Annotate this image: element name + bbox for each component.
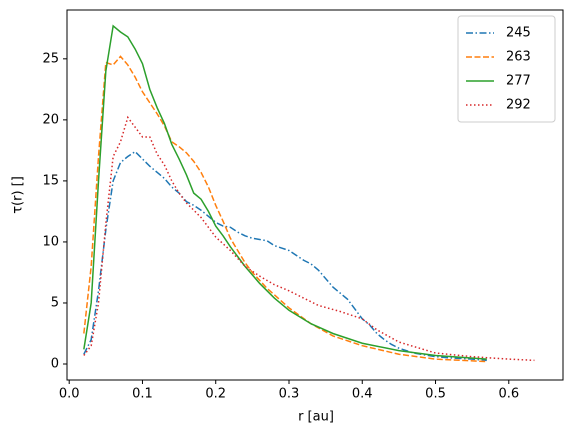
legend-box <box>457 15 556 123</box>
y-tick-label: 25 <box>42 51 59 66</box>
y-tick-label: 20 <box>42 112 59 127</box>
x-tick-label: 0.4 <box>352 387 373 402</box>
plot-frame <box>66 9 564 381</box>
legend-label: 277 <box>506 74 531 89</box>
x-tick-label: 0.5 <box>425 387 446 402</box>
series-line <box>83 150 487 362</box>
legend-label: 245 <box>506 26 531 41</box>
legend-label: 292 <box>506 98 531 113</box>
y-tick-label: 15 <box>42 173 59 188</box>
y-tick-label: 0 <box>51 357 59 372</box>
x-tick-label: 0.2 <box>205 387 226 402</box>
legend-label: 263 <box>506 50 531 65</box>
y-axis-label: τ(r) [] <box>11 176 26 214</box>
series-line <box>83 115 535 362</box>
series-line <box>83 55 487 363</box>
x-tick-label: 0.3 <box>279 387 300 402</box>
y-tick-label: 5 <box>51 295 59 310</box>
x-tick-label: 0.0 <box>59 387 80 402</box>
x-axis-label: r [au] <box>298 410 334 425</box>
y-tick-label: 10 <box>42 234 59 249</box>
x-tick-label: 0.6 <box>498 387 519 402</box>
series-line <box>83 24 487 360</box>
x-tick-label: 0.1 <box>132 387 153 402</box>
